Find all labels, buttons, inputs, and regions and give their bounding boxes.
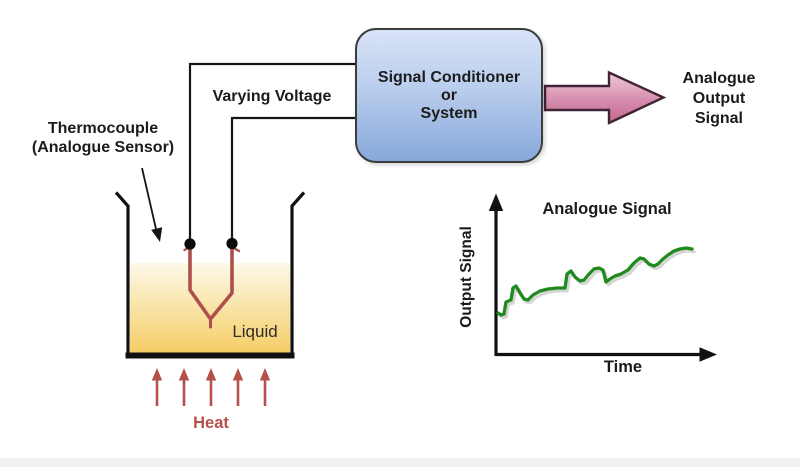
heat-arrows-icon xyxy=(151,368,271,406)
thermocouple-label: Thermocouple (Analogue Sensor) xyxy=(32,119,174,157)
analogue-signal-curve xyxy=(496,246,696,320)
pointer-arrow-icon xyxy=(141,167,163,242)
output-arrow-icon xyxy=(543,70,667,125)
output-label-line1: Analogue xyxy=(682,70,756,87)
wire-left xyxy=(188,62,355,245)
wire-right xyxy=(230,116,355,245)
varying-voltage-label: Varying Voltage xyxy=(212,88,332,105)
graph-ylabel: Output Signal xyxy=(458,226,475,328)
junction-dots xyxy=(184,237,238,250)
liquid-fill xyxy=(130,263,290,353)
graph-xlabel: Time xyxy=(603,358,643,376)
output-label-line3: Signal xyxy=(694,110,744,127)
curve-line xyxy=(496,246,694,317)
graph-axes xyxy=(488,193,717,362)
box-label-line2: or xyxy=(441,86,457,104)
thermocouple-label-line2: (Analogue Sensor) xyxy=(31,139,175,156)
output-label-line2: Output xyxy=(692,90,746,107)
heat-label: Heat xyxy=(193,414,229,432)
signal-conditioner-box: Signal Conditioner or System xyxy=(355,28,543,163)
beaker xyxy=(114,191,306,359)
analogue-output-signal-label: Analogue Output Signal xyxy=(683,69,756,129)
graph-title: Analogue Signal xyxy=(542,200,672,218)
curve-shadow xyxy=(498,249,696,320)
liquid-label: Liquid xyxy=(232,322,278,341)
box-label-line1: Signal Conditioner xyxy=(377,68,521,86)
box-label-line3: System xyxy=(420,104,478,122)
bottom-strip xyxy=(0,458,800,467)
thermocouple-label-line1: Thermocouple xyxy=(47,120,159,137)
